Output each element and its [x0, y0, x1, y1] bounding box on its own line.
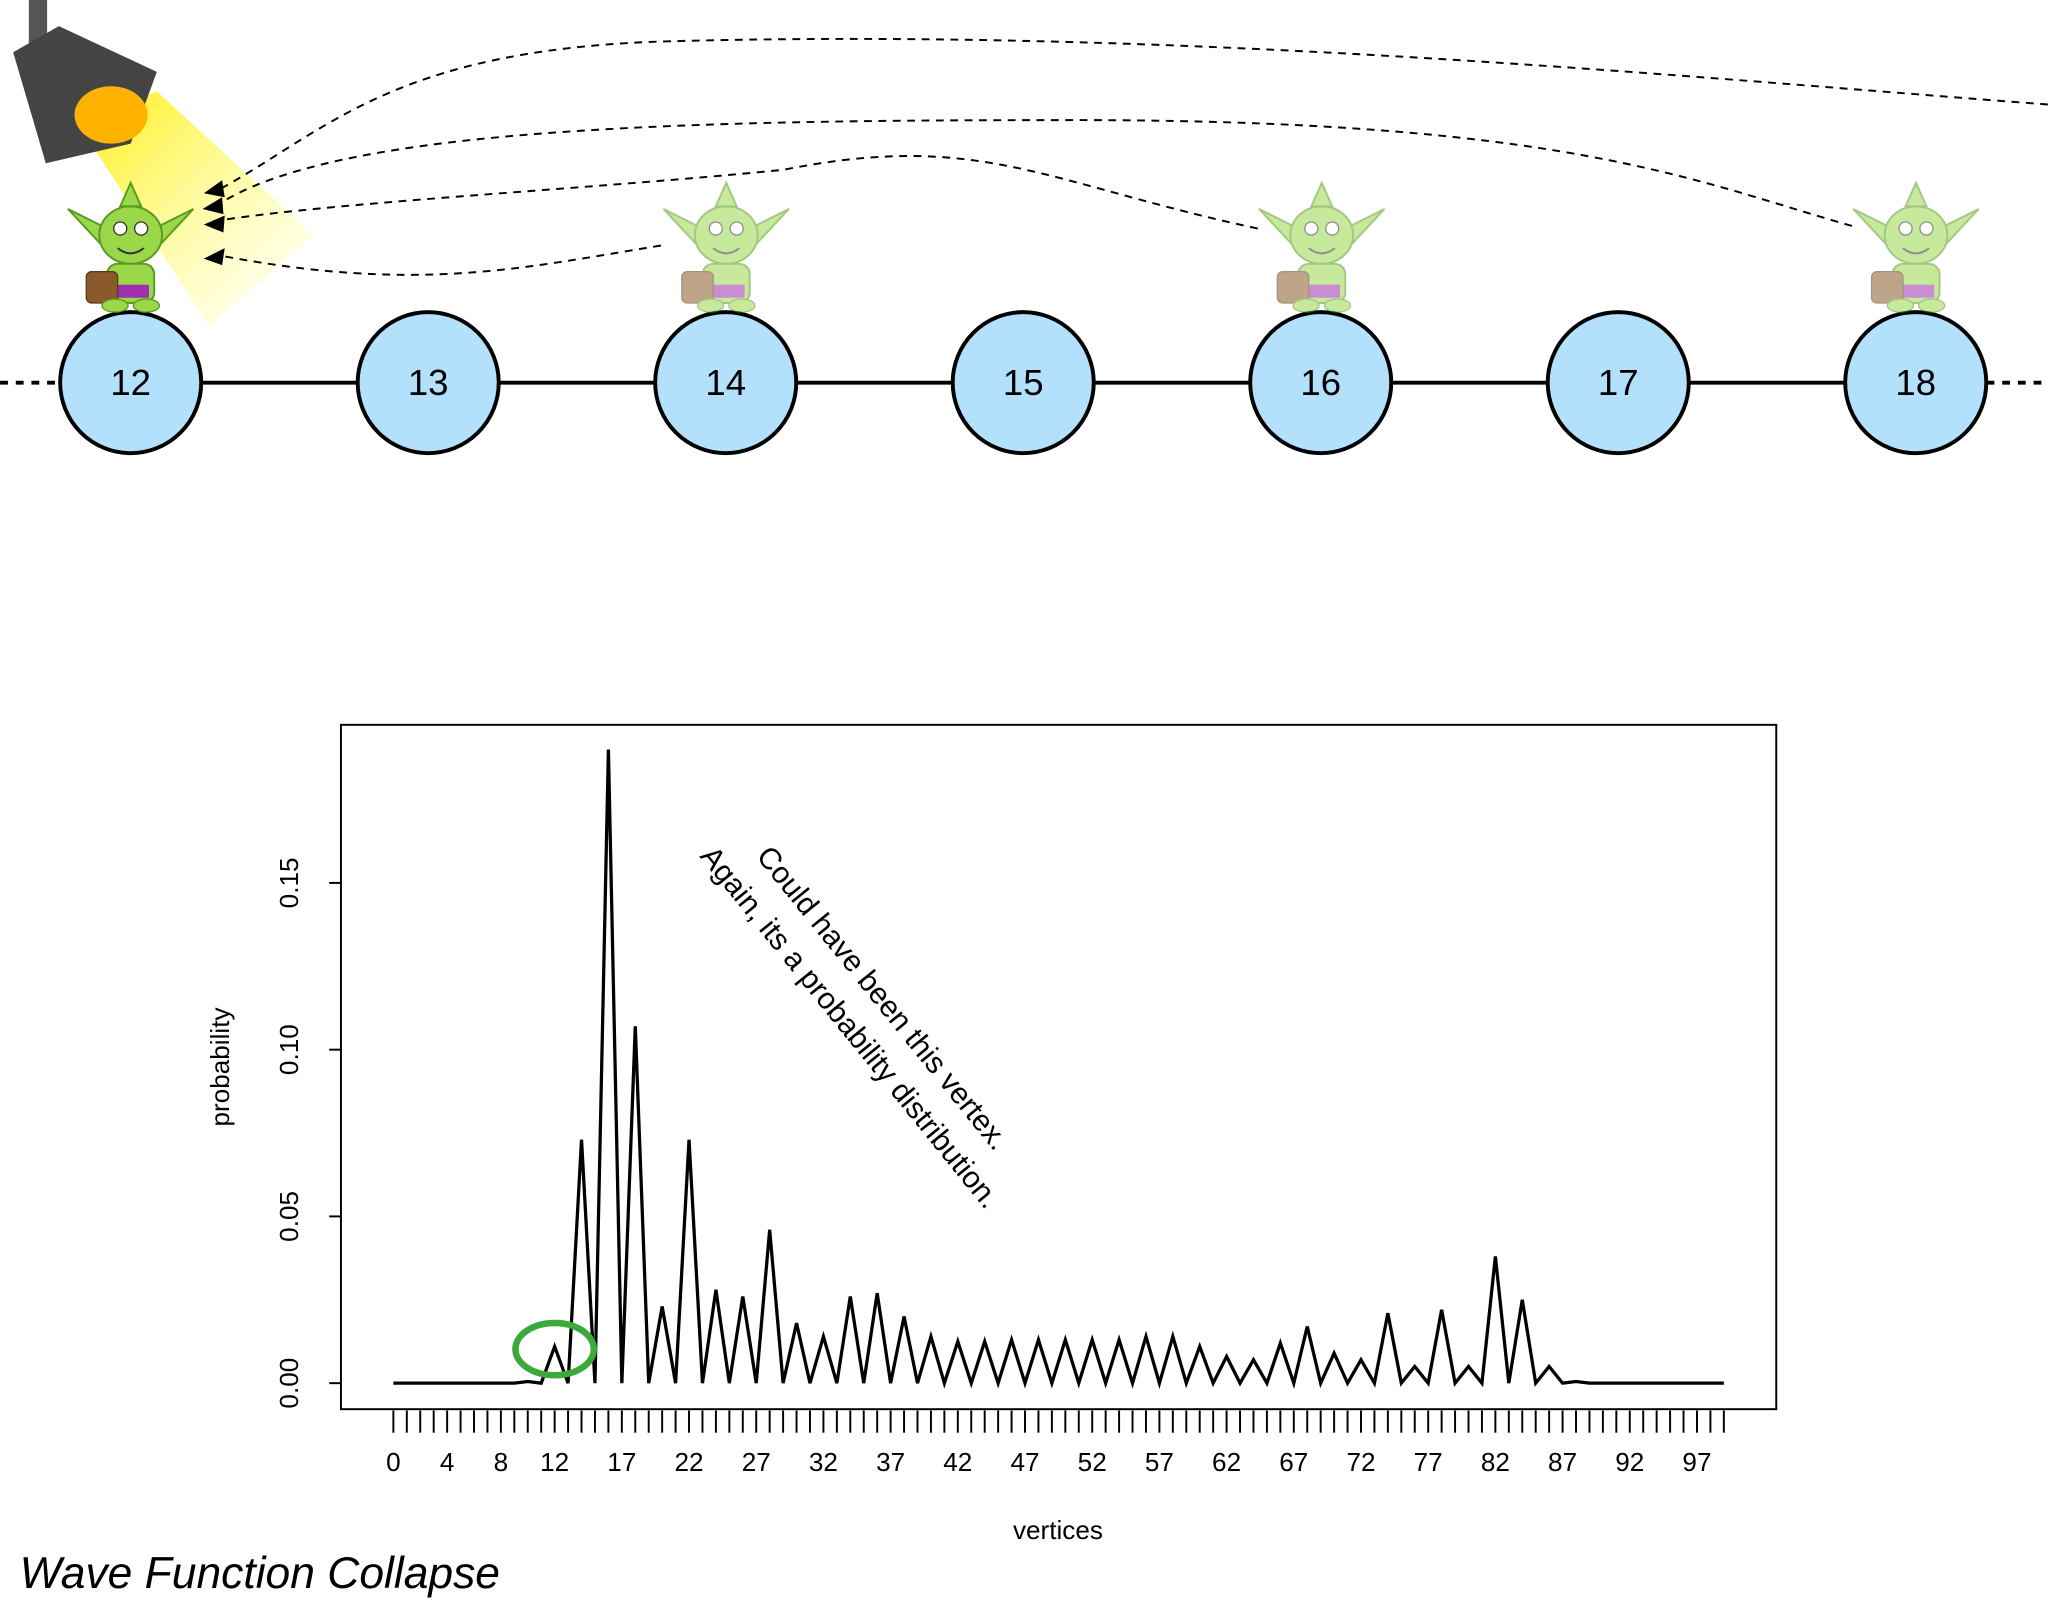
x-tick-label: 8	[494, 1447, 509, 1477]
x-tick-label: 62	[1212, 1447, 1241, 1477]
caption: Wave Function Collapse	[20, 1549, 500, 1598]
goblin	[1258, 181, 1386, 314]
x-tick-label: 37	[876, 1447, 905, 1477]
node-label: 16	[1300, 362, 1341, 403]
data-line	[393, 749, 1724, 1390]
x-tick-label: 72	[1346, 1447, 1375, 1477]
x-tick-label: 57	[1145, 1447, 1174, 1477]
x-tick-label: 0	[386, 1447, 401, 1477]
y-tick-label: 0.00	[274, 1358, 304, 1409]
node	[355, 310, 501, 456]
node	[1248, 310, 1394, 456]
x-tick-label: 22	[675, 1447, 704, 1477]
node	[950, 310, 1096, 456]
x-tick-label: 42	[943, 1447, 972, 1477]
node-label: 13	[408, 362, 449, 403]
x-tick-label: 47	[1010, 1447, 1039, 1477]
node	[58, 310, 204, 456]
goblin	[1852, 181, 1980, 314]
node-label: 15	[1003, 362, 1044, 403]
arrowheads	[202, 180, 225, 266]
x-tick-label: 92	[1615, 1447, 1644, 1477]
x-tick-label: 52	[1078, 1447, 1107, 1477]
x-tick-label: 97	[1682, 1447, 1711, 1477]
lamp-bulb	[74, 86, 148, 144]
x-tick-label: 27	[742, 1447, 771, 1477]
node	[1843, 310, 1989, 456]
node-label: 17	[1598, 362, 1639, 403]
x-axis-label: vertices	[1013, 1515, 1103, 1545]
arrows	[208, 37, 2048, 276]
x-tick-label: 32	[809, 1447, 838, 1477]
annotation: Could have been this vertex.	[750, 840, 1015, 1156]
y-axis-label: probability	[205, 1007, 235, 1126]
light-beam	[78, 91, 314, 327]
x-tick-label: 82	[1481, 1447, 1510, 1477]
x-tick-label: 87	[1548, 1447, 1577, 1477]
node-label: 18	[1895, 362, 1936, 403]
node	[653, 310, 799, 456]
annotation: Again, its a probability distribution.	[694, 840, 1006, 1215]
y-tick-label: 0.15	[274, 857, 304, 908]
highlight-ring	[512, 1319, 598, 1379]
y-tick-label: 0.05	[274, 1191, 304, 1242]
goblin	[662, 181, 790, 314]
node-label: 14	[705, 362, 746, 403]
plot-frame	[339, 723, 1778, 1411]
x-tick-label: 4	[440, 1447, 455, 1477]
x-tick-label: 17	[607, 1447, 636, 1477]
node-label: 12	[110, 362, 151, 403]
x-tick-label: 77	[1414, 1447, 1443, 1477]
x-tick-label: 12	[540, 1447, 569, 1477]
node	[1545, 310, 1691, 456]
x-tick-label: 67	[1279, 1447, 1308, 1477]
y-tick-label: 0.10	[274, 1024, 304, 1075]
